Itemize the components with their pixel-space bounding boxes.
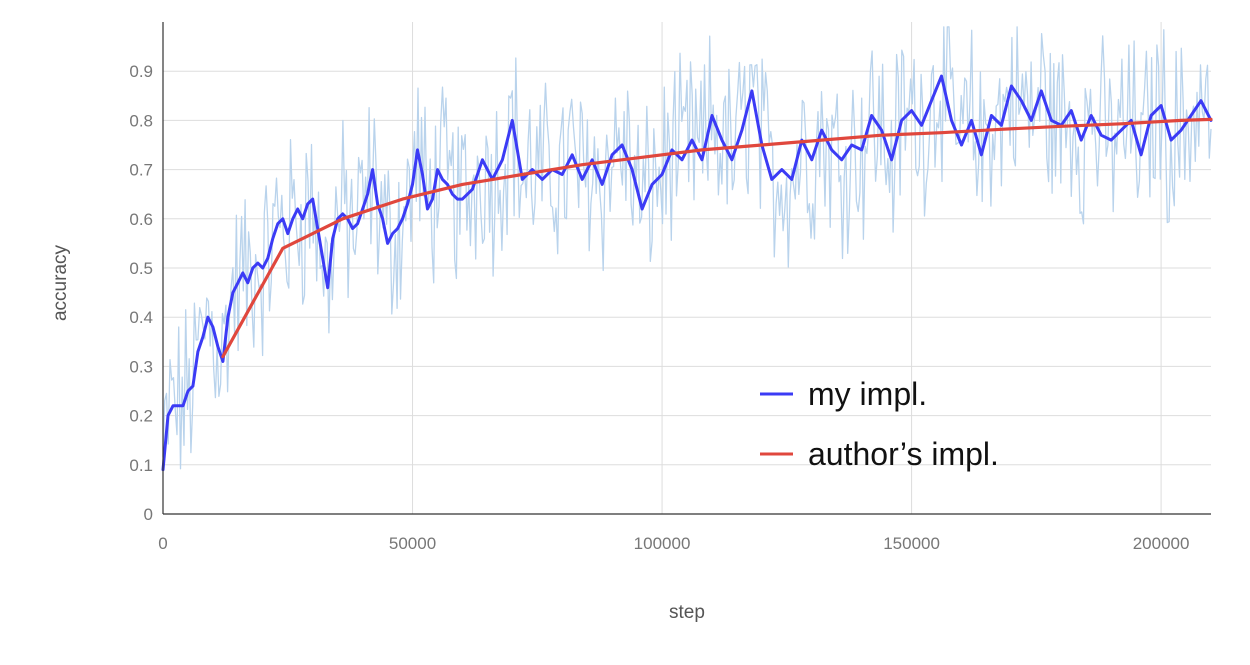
y-tick-label: 0.2	[129, 407, 153, 426]
legend-label-authors-impl: author’s impl.	[808, 436, 999, 472]
x-tick-label: 100000	[634, 534, 691, 553]
legend: my impl. author’s impl.	[760, 376, 999, 472]
y-tick-label: 0.1	[129, 456, 153, 475]
axes	[162, 22, 1211, 515]
x-tick-label: 150000	[883, 534, 940, 553]
tick-labels: 0 0.1 0.2 0.3 0.4 0.5 0.6 0.7 0.8 0.9 0 50000 100000…	[129, 62, 1189, 553]
x-tick-label: 50000	[389, 534, 436, 553]
y-axis-title: accuracy	[50, 244, 71, 321]
y-tick-label: 0.9	[129, 62, 153, 81]
x-axis-title: step	[669, 602, 705, 623]
series-lines	[161, 74, 1213, 472]
series-authors-impl-line	[221, 117, 1213, 359]
y-tick-label: 0.5	[129, 259, 153, 278]
legend-label-my-impl: my impl.	[808, 376, 927, 412]
y-tick-label: 0.7	[129, 161, 153, 180]
y-tick-label: 0.8	[129, 111, 153, 130]
y-tick-label: 0.4	[129, 308, 153, 327]
series-my-impl-line	[161, 74, 1213, 472]
x-tick-label: 0	[158, 534, 167, 553]
y-tick-label: 0.3	[129, 357, 153, 376]
y-tick-label: 0	[144, 505, 153, 524]
x-tick-label: 200000	[1133, 534, 1190, 553]
y-tick-label: 0.6	[129, 210, 153, 229]
